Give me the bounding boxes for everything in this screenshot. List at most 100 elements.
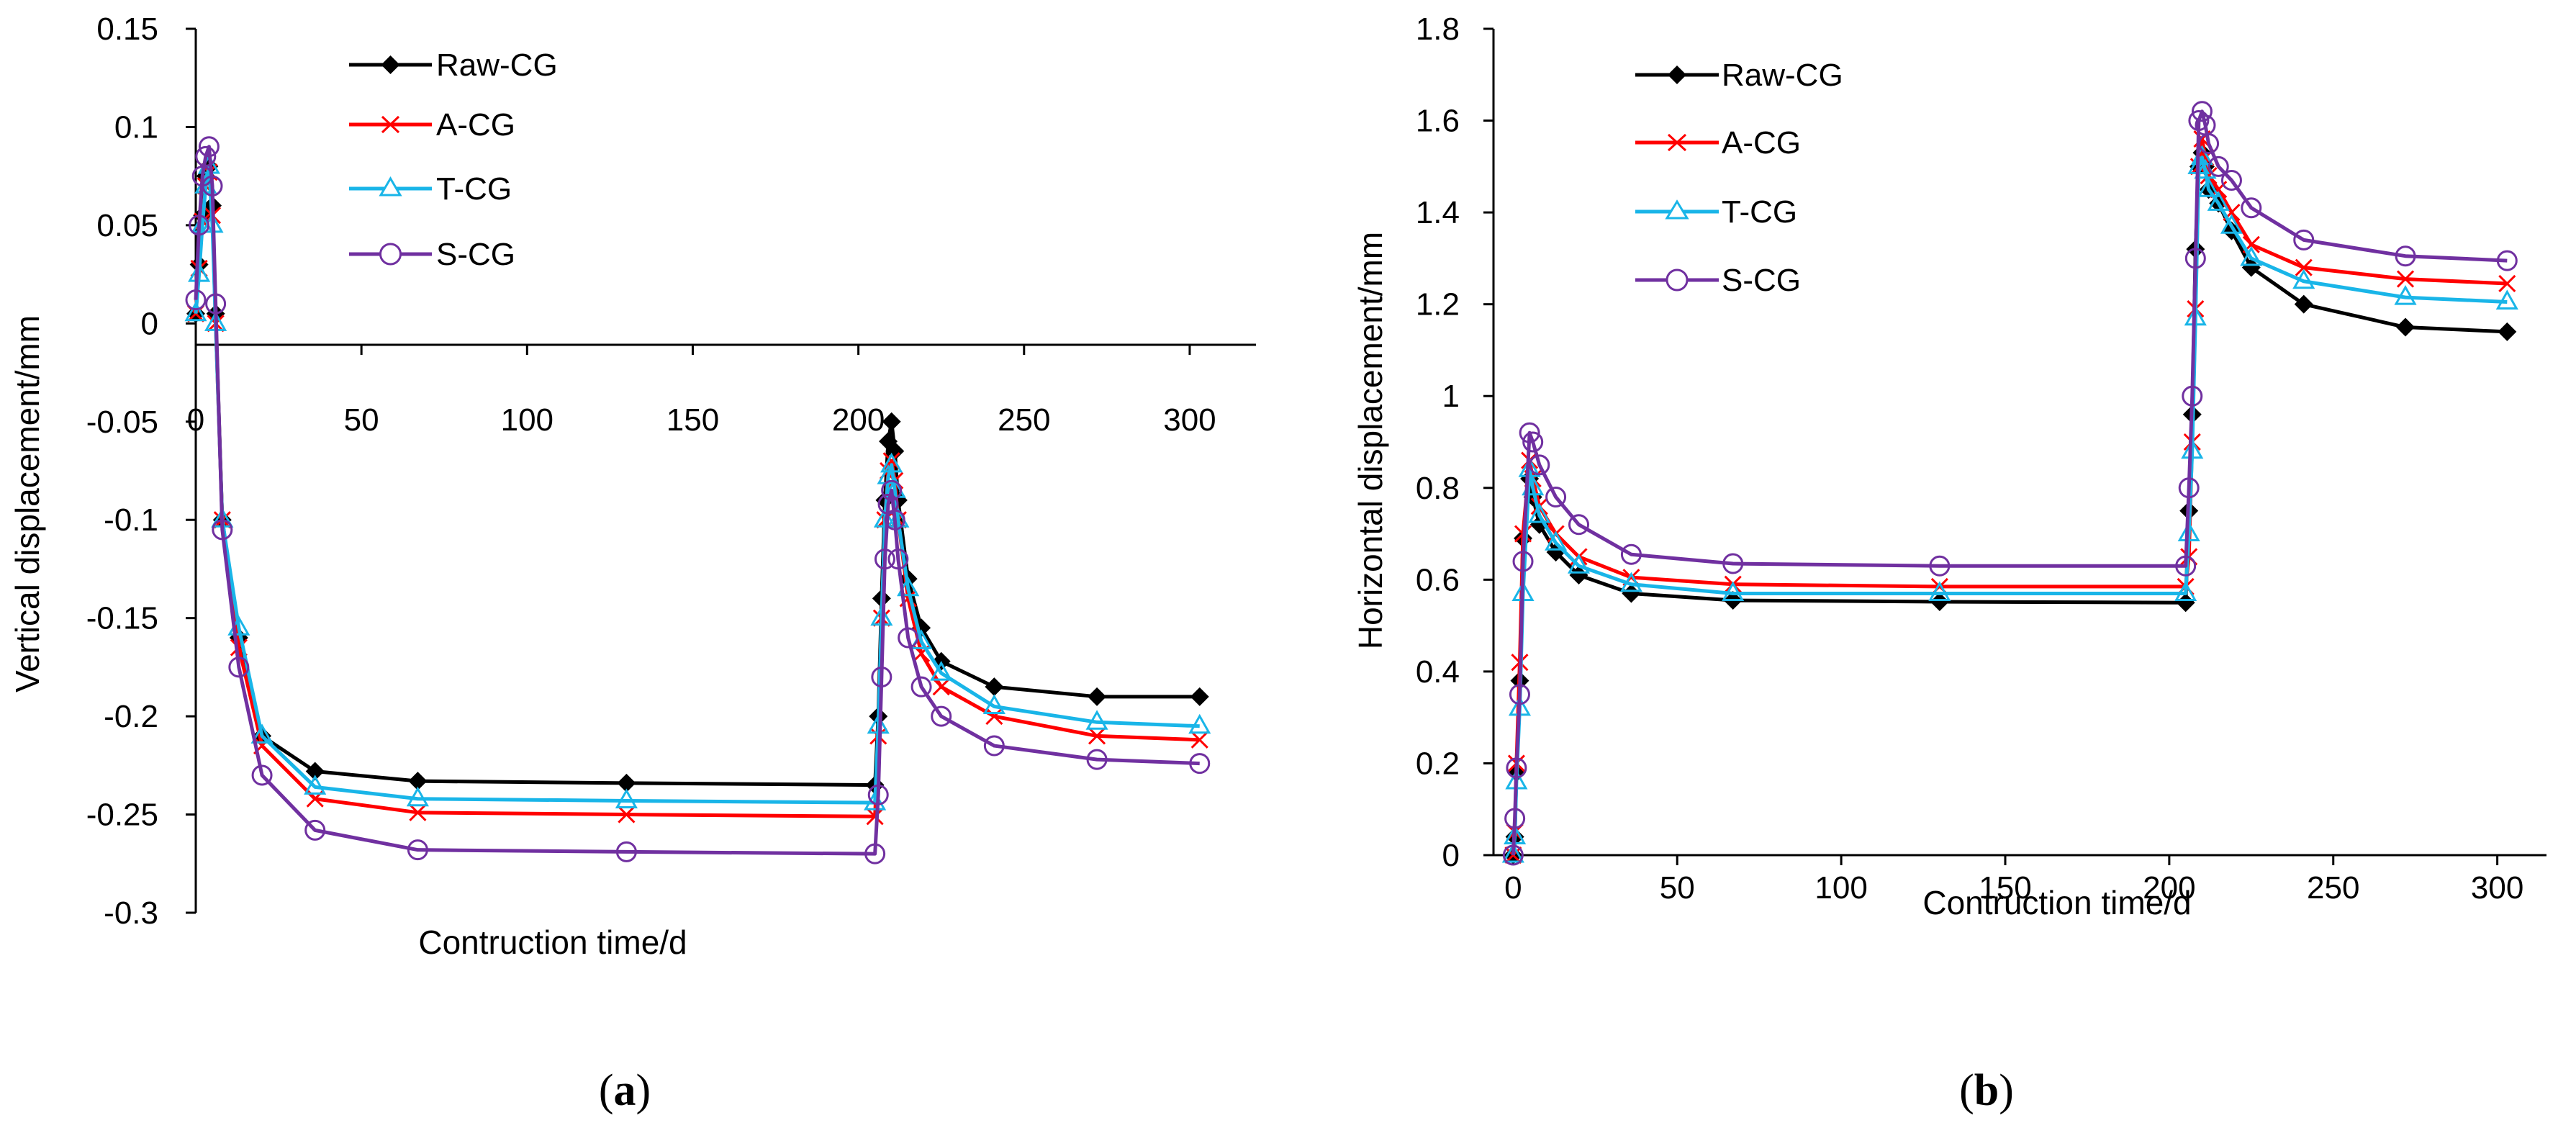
chart-a-y-tick-label: -0.25 bbox=[86, 798, 158, 833]
chart-a-legend-item-a-cg: A-CG bbox=[349, 107, 515, 143]
chart-a-x-tick-label: 200 bbox=[832, 402, 885, 438]
chart-a-point-t-cg bbox=[1188, 713, 1211, 734]
chart-a-point-s-cg bbox=[871, 667, 892, 688]
chart-a-point-raw-cg bbox=[985, 677, 1004, 697]
chart-a-point-s-cg bbox=[407, 839, 428, 861]
chart-a-series-line-raw-cg bbox=[194, 164, 1200, 787]
chart-b-point-raw-cg bbox=[2176, 593, 2195, 613]
chart-b-point-t-cg bbox=[1518, 457, 1541, 477]
chart-b-point-s-cg bbox=[2395, 245, 2416, 267]
chart-a-y-ticks: 0.15 0.1 0.05 0 -0.05 -0.1 -0.15 -0.2 -0.25 -0.3 bbox=[86, 12, 196, 931]
chart-b-caption: (b) bbox=[1959, 1066, 2014, 1115]
chart-b-x-axis-title: Contruction time/d bbox=[1922, 884, 2191, 921]
chart-a-point-s-cg bbox=[884, 509, 905, 531]
x-marker bbox=[1667, 133, 1687, 152]
chart-a-point-s-cg bbox=[228, 656, 250, 678]
chart-a-y-tick-label: -0.2 bbox=[104, 699, 158, 734]
chart-b-point-s-cg bbox=[2241, 197, 2262, 219]
chart-a-point-t-cg bbox=[406, 786, 429, 807]
chart-b-point-raw-cg bbox=[2294, 294, 2313, 314]
chart-b-x-tick-label: 250 bbox=[2307, 870, 2359, 906]
chart-a-y-tick-label: -0.1 bbox=[104, 502, 158, 538]
chart-b-point-a-cg bbox=[2396, 270, 2415, 288]
chart-a-point-a-cg bbox=[618, 805, 636, 823]
chart-a-x-ticks: 0 50 100 150 200 250 300 bbox=[187, 345, 1216, 438]
chart-b-series-line-raw-cg bbox=[1511, 150, 2508, 856]
chart-a-x-tick-label: 150 bbox=[666, 402, 719, 438]
chart-b-point-raw-cg bbox=[2396, 317, 2415, 337]
chart-b-point-s-cg bbox=[1502, 844, 1524, 866]
chart-b-x-tick-label: 200 bbox=[2143, 870, 2195, 906]
chart-a-point-s-cg bbox=[195, 145, 217, 167]
chart-b-point-s-cg bbox=[2184, 248, 2206, 269]
chart-a-point-s-cg bbox=[931, 705, 952, 727]
chart-b-y-tick-label: 0.2 bbox=[1416, 746, 1460, 781]
chart-b-point-t-cg bbox=[2181, 438, 2204, 459]
chart-a-point-t-cg bbox=[250, 723, 274, 744]
diamond-marker bbox=[1668, 66, 1686, 84]
chart-b-x-tick-label: 50 bbox=[1660, 870, 1695, 906]
circle-marker bbox=[379, 243, 402, 266]
chart-b-point-s-cg bbox=[2496, 250, 2518, 271]
chart-a-point-s-cg bbox=[189, 215, 210, 236]
chart-b-x-tick-label: 0 bbox=[1504, 870, 1522, 906]
chart-b-point-s-cg bbox=[1509, 684, 1530, 705]
chart-b-y-tick-label: 0.8 bbox=[1416, 471, 1460, 506]
chart-b-point-t-cg bbox=[2174, 581, 2197, 601]
chart-a-point-s-cg bbox=[202, 175, 223, 197]
chart-b-series-t-cg bbox=[1501, 145, 2518, 863]
chart-a-x-tick-label: 100 bbox=[501, 402, 553, 438]
chart-a-point-t-cg bbox=[982, 694, 1005, 714]
chart-a-point-t-cg bbox=[877, 464, 900, 484]
chart-a-legend: Raw-CG A-CG T-CG S-CG bbox=[349, 48, 558, 272]
chart-b-point-s-cg bbox=[1929, 555, 1951, 577]
chart-a-point-a-cg bbox=[932, 678, 950, 696]
chart-b: 1.8 1.6 1.4 1.2 1 0.8 0.6 0.4 0.2 0 0 50 100 150 200 2… bbox=[1352, 12, 2546, 1115]
chart-b-point-s-cg bbox=[2175, 555, 2197, 577]
chart-b-legend-item-t-cg: T-CG bbox=[1635, 194, 1797, 230]
chart-a-series-raw-cg bbox=[186, 157, 1209, 795]
chart-a-legend-item-t-cg: T-CG bbox=[349, 171, 512, 207]
chart-a-x-axis-title: Contruction time/d bbox=[418, 924, 687, 961]
chart-b-legend-label-t-cg: T-CG bbox=[1722, 194, 1797, 230]
chart-a-series-line-s-cg bbox=[194, 145, 1200, 856]
chart-a-legend-item-s-cg: S-CG bbox=[349, 237, 515, 272]
chart-b-x-tick-label: 100 bbox=[1815, 870, 1867, 906]
chart-b-point-t-cg bbox=[1722, 581, 1745, 601]
triangle-marker bbox=[1665, 199, 1689, 220]
chart-b-point-t-cg bbox=[2207, 191, 2230, 211]
chart-a-point-s-cg bbox=[910, 676, 932, 698]
chart-a-point-s-cg bbox=[898, 627, 919, 649]
chart-b-y-ticks: 1.8 1.6 1.4 1.2 1 0.8 0.6 0.4 0.2 0 bbox=[1416, 12, 1493, 873]
chart-b-point-s-cg bbox=[1529, 454, 1550, 476]
chart-a-point-a-cg bbox=[866, 808, 884, 826]
chart-b-point-s-cg bbox=[1522, 431, 1544, 453]
chart-a-point-s-cg bbox=[251, 764, 273, 786]
chart-b-legend-label-s-cg: S-CG bbox=[1722, 263, 1801, 298]
chart-a-series-s-cg bbox=[185, 136, 1211, 865]
chart-b-series-line-s-cg bbox=[1511, 109, 2508, 856]
chart-a-y-tick-label: -0.05 bbox=[86, 405, 158, 440]
chart-a-point-s-cg bbox=[304, 819, 326, 841]
chart-b-legend-label-raw-cg: Raw-CG bbox=[1722, 58, 1843, 93]
chart-b-point-s-cg bbox=[2178, 477, 2200, 499]
chart-a-point-t-cg bbox=[880, 452, 903, 473]
chart-b-x-ticks: 0 50 100 150 200 250 300 bbox=[1504, 855, 2523, 906]
chart-a-y-tick-label: -0.3 bbox=[104, 895, 158, 931]
chart-b-y-tick-label: 0.6 bbox=[1416, 562, 1460, 597]
circle-marker bbox=[1666, 268, 1689, 292]
chart-a-point-s-cg bbox=[887, 549, 909, 570]
chart-b-point-t-cg bbox=[1928, 581, 1951, 601]
chart-a-y-tick-label: 0.1 bbox=[114, 109, 158, 145]
chart-a-legend-label-raw-cg: Raw-CG bbox=[436, 48, 558, 83]
chart-a-x-tick-label: 0 bbox=[187, 402, 204, 438]
chart-a-point-t-cg bbox=[873, 507, 897, 528]
chart-b-point-s-cg bbox=[2293, 229, 2315, 250]
chart-a-point-raw-cg bbox=[1190, 687, 1209, 706]
chart-a-x-tick-label: 250 bbox=[998, 402, 1050, 438]
chart-a-point-s-cg bbox=[1086, 749, 1108, 770]
chart-a-series-line-t-cg bbox=[194, 164, 1200, 805]
chart-a-legend-label-s-cg: S-CG bbox=[436, 237, 515, 272]
chart-b-point-raw-cg bbox=[2241, 258, 2261, 277]
